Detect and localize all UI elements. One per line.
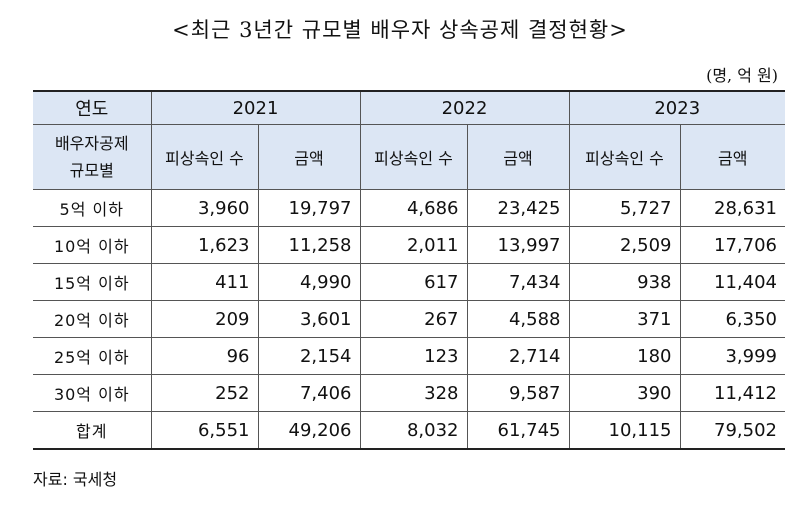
row-label: 20억 이하	[33, 300, 152, 338]
table-cell: 411	[150, 263, 259, 301]
col-amount-2021: 금액	[257, 124, 361, 190]
corner-size-header: 배우자공제 규모별	[33, 124, 152, 190]
row-label: 25억 이하	[33, 337, 152, 375]
table-cell: 6,350	[679, 300, 785, 338]
table-cell: 9,587	[466, 374, 570, 412]
table-cell: 11,412	[679, 374, 785, 412]
row-label: 5억 이하	[33, 189, 152, 227]
table-cell: 328	[359, 374, 468, 412]
table-cell: 10,115	[568, 411, 681, 450]
table-cell: 180	[568, 337, 681, 375]
table-cell: 4,686	[359, 189, 468, 227]
table-cell: 5,727	[568, 189, 681, 227]
table-row: 5억 이하 3,960 19,797 4,686 23,425 5,727 28,631	[33, 189, 785, 227]
table-cell: 6,551	[150, 411, 259, 450]
table-cell: 2,154	[257, 337, 361, 375]
table-cell: 28,631	[679, 189, 785, 227]
table-cell: 4,588	[466, 300, 570, 338]
year-header-2023: 2023	[568, 90, 785, 125]
corner-size-line1: 배우자공제	[54, 134, 129, 153]
table-cell: 2,011	[359, 226, 468, 264]
table-cell: 4,990	[257, 263, 361, 301]
table-cell: 2,714	[466, 337, 570, 375]
table-row: 합계 6,551 49,206 8,032 61,745 10,115 79,502	[33, 411, 785, 450]
table-cell: 79,502	[679, 411, 785, 450]
table-title: <최근 3년간 규모별 배우자 상속공제 결정현황>	[172, 18, 628, 42]
table-cell: 617	[359, 263, 468, 301]
col-heirs-2023: 피상속인 수	[568, 124, 681, 190]
table-cell: 938	[568, 263, 681, 301]
year-header-row: 연도 2021 2022 2023	[33, 90, 785, 125]
row-label: 15억 이하	[33, 263, 152, 301]
table-cell: 96	[150, 337, 259, 375]
table-cell: 23,425	[466, 189, 570, 227]
table-cell: 61,745	[466, 411, 570, 450]
table-cell: 11,404	[679, 263, 785, 301]
table-row: 25억 이하 96 2,154 123 2,714 180 3,999	[33, 337, 785, 375]
table-cell: 17,706	[679, 226, 785, 264]
table-cell: 19,797	[257, 189, 361, 227]
corner-year-header: 연도	[33, 90, 152, 125]
table-cell: 11,258	[257, 226, 361, 264]
table-cell: 267	[359, 300, 468, 338]
table-cell: 8,032	[359, 411, 468, 450]
col-amount-2022: 금액	[466, 124, 570, 190]
table-cell: 252	[150, 374, 259, 412]
table-cell: 3,601	[257, 300, 361, 338]
year-header-2022: 2022	[359, 90, 570, 125]
corner-size-line2: 규모별	[69, 161, 114, 180]
table-cell: 3,960	[150, 189, 259, 227]
row-label: 30억 이하	[33, 374, 152, 412]
table-row: 30억 이하 252 7,406 328 9,587 390 11,412	[33, 374, 785, 412]
table-row: 20억 이하 209 3,601 267 4,588 371 6,350	[33, 300, 785, 338]
table-cell: 390	[568, 374, 681, 412]
table-cell: 371	[568, 300, 681, 338]
table-cell: 49,206	[257, 411, 361, 450]
table-cell: 123	[359, 337, 468, 375]
source-note: 자료: 국세청	[33, 470, 118, 489]
table-row: 10억 이하 1,623 11,258 2,011 13,997 2,509 17,706	[33, 226, 785, 264]
column-header-row: 배우자공제 규모별 피상속인 수 금액 피상속인 수 금액 피상속인 수 금액	[33, 124, 785, 190]
table-cell: 209	[150, 300, 259, 338]
table-cell: 1,623	[150, 226, 259, 264]
table-cell: 7,434	[466, 263, 570, 301]
col-heirs-2022: 피상속인 수	[359, 124, 468, 190]
row-label: 10억 이하	[33, 226, 152, 264]
unit-label: (명, 억 원)	[706, 66, 778, 85]
table-cell: 13,997	[466, 226, 570, 264]
row-label: 합계	[33, 411, 152, 450]
table-row: 15억 이하 411 4,990 617 7,434 938 11,404	[33, 263, 785, 301]
col-amount-2023: 금액	[679, 124, 785, 190]
inheritance-deduction-table: 연도 2021 2022 2023 배우자공제 규모별 피상속인 수 금액 피상…	[33, 90, 785, 450]
col-heirs-2021: 피상속인 수	[150, 124, 259, 190]
year-header-2021: 2021	[150, 90, 361, 125]
table-cell: 7,406	[257, 374, 361, 412]
table-cell: 3,999	[679, 337, 785, 375]
table-cell: 2,509	[568, 226, 681, 264]
